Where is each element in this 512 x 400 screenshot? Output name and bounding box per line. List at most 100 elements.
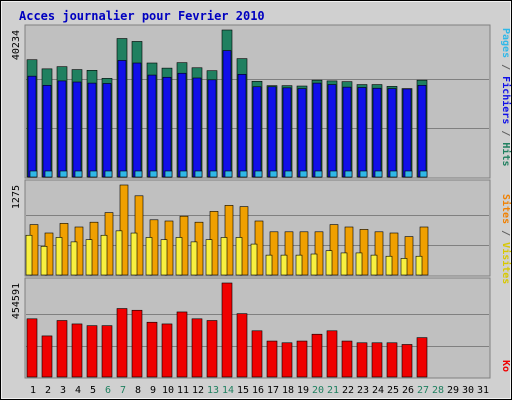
kb-bar-day-4	[71, 323, 83, 378]
files-bar-day-3	[57, 80, 67, 178]
day-label-1: 1	[30, 385, 36, 396]
sites-bar-day-22	[340, 252, 348, 276]
pages-bar-day-25	[389, 170, 398, 178]
visits-bar-day-20	[314, 231, 324, 276]
day-label-18: 18	[282, 385, 294, 396]
sites-bar-day-17	[265, 254, 273, 276]
files-bar-day-10	[162, 76, 172, 178]
kb-bar-day-15	[236, 313, 248, 378]
day-label-19: 19	[297, 385, 309, 396]
pages-bar-day-18	[284, 170, 293, 178]
kb-bar-day-9	[146, 321, 158, 378]
sites-bar-day-21	[325, 250, 333, 276]
day-label-6: 6	[105, 385, 111, 396]
files-bar-day-4	[72, 81, 82, 178]
chart-title: Acces journalier pour Fevrier 2010	[19, 9, 265, 23]
sites-bar-day-14	[220, 237, 228, 276]
pages-bar-day-10	[164, 170, 173, 178]
visits-bar-day-27	[419, 226, 429, 276]
kb-bar-day-10	[161, 323, 173, 378]
files-bar-day-26	[402, 88, 412, 178]
pages-bar-day-7	[119, 170, 128, 178]
kb-bar-day-23	[356, 342, 368, 378]
files-bar-day-15	[237, 74, 247, 178]
day-label-15: 15	[237, 385, 249, 396]
day-label-8: 8	[135, 385, 141, 396]
files-bar-day-22	[342, 86, 352, 178]
files-bar-day-11	[177, 72, 187, 178]
day-label-22: 22	[342, 385, 354, 396]
pages-bar-day-15	[239, 170, 248, 178]
sites-bar-day-6	[100, 234, 108, 276]
sites-bar-day-20	[310, 253, 318, 276]
day-label-14: 14	[222, 385, 234, 396]
pages-bar-day-12	[194, 170, 203, 178]
kb-bar-day-14	[221, 282, 233, 378]
day-label-27: 27	[417, 385, 429, 396]
visits-bar-day-24	[374, 231, 384, 276]
day-label-20: 20	[312, 385, 324, 396]
files-bar-day-13	[207, 79, 217, 178]
kb-bar-day-20	[311, 333, 323, 378]
kb-bar-day-17	[266, 340, 278, 378]
files-bar-day-27	[417, 84, 427, 178]
pages-bar-day-23	[359, 170, 368, 178]
day-label-21: 21	[327, 385, 339, 396]
files-bar-day-2	[42, 84, 52, 178]
day-label-23: 23	[357, 385, 369, 396]
sites-bar-day-26	[400, 258, 408, 276]
x-axis-day-labels: 1 2 3 4 5 6 7 8 9 10 11 12 13 14 15 16 17 18 19 20 21 22 23 24 2…	[30, 385, 489, 396]
files-bar-day-21	[327, 84, 337, 178]
sites-bar-day-23	[355, 252, 363, 276]
kb-bar-day-13	[206, 320, 218, 378]
visits-bar-day-7	[119, 184, 129, 276]
day-label-30: 30	[462, 385, 474, 396]
pages-bar-day-5	[89, 170, 98, 178]
visits-max-label: 1275	[11, 185, 22, 209]
day-label-26: 26	[402, 385, 414, 396]
pages-bar-day-11	[179, 170, 188, 178]
pages-bar-day-17	[269, 170, 278, 178]
pages-bar-day-14	[224, 170, 233, 178]
visits-bar-day-23	[359, 229, 369, 276]
pages-bar-day-27	[419, 170, 428, 178]
bars-layer	[25, 29, 429, 378]
day-label-29: 29	[447, 385, 459, 396]
kb-max-label: 454591	[11, 283, 22, 319]
day-label-31: 31	[477, 385, 489, 396]
kb-bar-day-3	[56, 320, 68, 378]
hits-max-label: 40234	[11, 30, 22, 60]
files-bar-day-7	[117, 60, 127, 178]
sites-bar-day-19	[295, 254, 303, 276]
pages-bar-day-6	[104, 170, 113, 178]
kb-bar-day-2	[41, 335, 53, 378]
sites-bar-day-8	[130, 232, 138, 276]
sites-bar-day-27	[415, 255, 423, 276]
sites-bar-day-1	[25, 234, 33, 276]
kb-bar-day-24	[371, 342, 383, 378]
visits-bar-day-25	[389, 232, 399, 276]
files-bar-day-14	[222, 50, 232, 178]
pages-bar-day-19	[299, 170, 308, 178]
kb-bar-day-18	[281, 342, 293, 378]
day-label-7: 7	[120, 385, 126, 396]
pages-bar-day-24	[374, 170, 383, 178]
files-bar-day-24	[372, 87, 382, 178]
pages-bar-day-3	[59, 170, 68, 178]
sites-bar-day-12	[190, 241, 198, 276]
kb-bar-day-26	[401, 344, 413, 378]
hits-legend-part-2: Fichiers	[500, 76, 512, 124]
day-label-16: 16	[252, 385, 264, 396]
hits-legend-part-3: /	[500, 124, 511, 142]
sites-bar-day-3	[55, 237, 63, 276]
sites-bar-day-4	[70, 241, 78, 276]
kb-bar-day-21	[326, 330, 338, 378]
kb-legend: Ko	[500, 360, 511, 372]
pages-bar-day-4	[74, 170, 83, 178]
visits-legend-part-1: /	[500, 224, 511, 242]
kb-bar-day-1	[26, 318, 38, 378]
files-bar-day-18	[282, 87, 292, 178]
visits-bar-day-22	[344, 226, 354, 276]
pages-bar-day-21	[329, 170, 338, 178]
day-label-2: 2	[45, 385, 51, 396]
